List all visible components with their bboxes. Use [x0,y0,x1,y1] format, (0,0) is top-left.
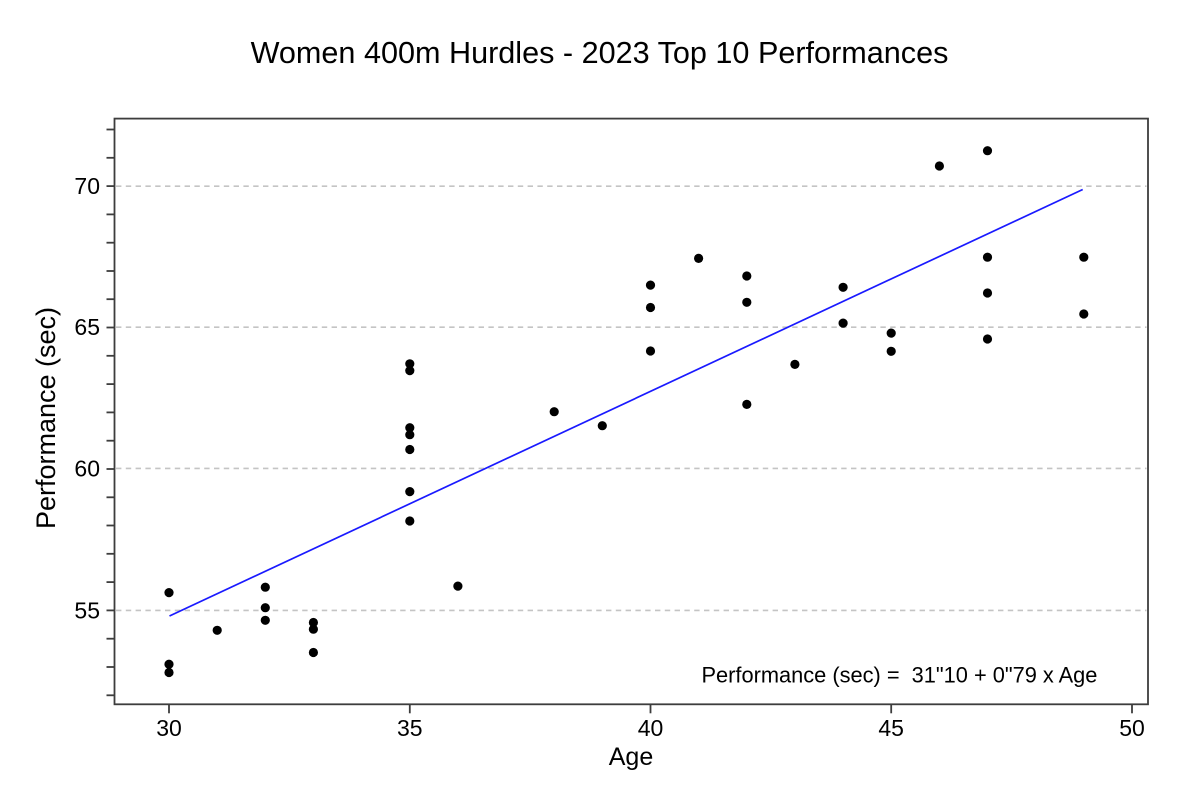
svg-text:Performance (sec) = 31"10 + 0: Performance (sec) = 31"10 + 0"79 x Age [702,663,1098,688]
svg-text:Age: Age [609,743,653,771]
svg-text:35: 35 [397,715,423,741]
svg-text:40: 40 [638,715,664,741]
svg-text:55: 55 [74,597,100,623]
svg-text:Women 400m Hurdles - 2023 Top: Women 400m Hurdles - 2023 Top 10 Perform… [251,36,949,70]
svg-text:30: 30 [156,715,182,741]
svg-text:60: 60 [74,455,100,481]
svg-text:70: 70 [74,173,100,199]
svg-text:Performance (sec): Performance (sec) [31,307,61,529]
svg-text:45: 45 [878,715,904,741]
svg-text:65: 65 [74,314,100,340]
svg-text:50: 50 [1119,715,1145,741]
